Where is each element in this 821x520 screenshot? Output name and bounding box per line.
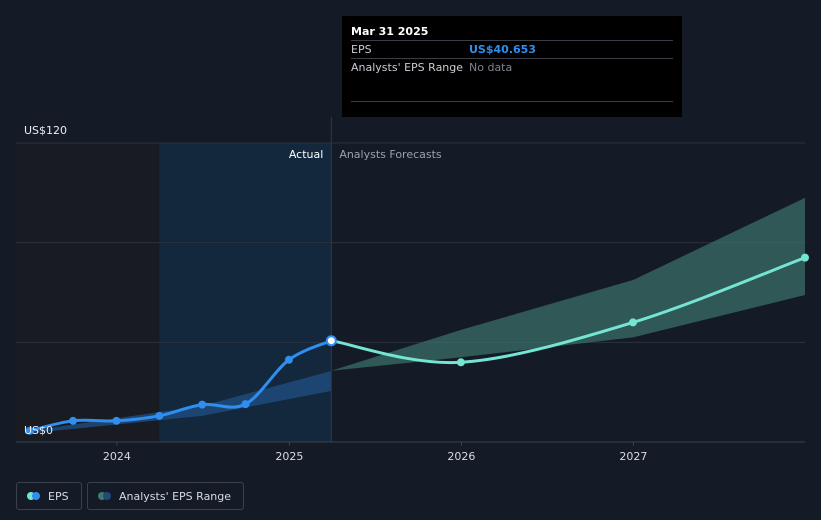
eps-forecast-point[interactable]	[456, 358, 465, 367]
tooltip-divider	[351, 101, 673, 102]
eps-actual-point[interactable]	[198, 400, 207, 409]
eps-actual-point[interactable]	[112, 416, 121, 425]
eps-actual-point[interactable]	[69, 416, 78, 425]
tooltip-range-value: No data	[469, 61, 513, 74]
tooltip-range-label: Analysts' EPS Range	[351, 61, 464, 74]
eps-forecast-point[interactable]	[801, 253, 809, 262]
eps-actual-point[interactable]	[284, 355, 293, 364]
tooltip-eps-label: EPS	[351, 43, 372, 56]
tooltip-eps-row: EPS US$40.653	[351, 40, 673, 58]
legend-range-button[interactable]: Analysts' EPS Range	[87, 482, 245, 510]
x-tick-label: 2026	[447, 450, 475, 463]
x-tick-label: 2027	[619, 450, 647, 463]
y-tick-label: US$0	[24, 424, 53, 437]
y-axis-labels: US$120 US$0	[24, 124, 67, 437]
forecast-eps-range-band	[331, 197, 805, 371]
actual-eps-range-band	[29, 370, 332, 434]
eps-current-point[interactable]	[325, 335, 337, 347]
legend-eps-label: EPS	[48, 489, 69, 503]
eps-forecast-line	[329, 256, 807, 365]
past-region-shade	[16, 143, 160, 442]
eps-actual-point[interactable]	[25, 426, 34, 435]
x-tick-label: 2025	[275, 450, 303, 463]
eps-actual-line	[28, 339, 333, 433]
tooltip-eps-value: US$40.653	[469, 43, 536, 56]
legend-range-label: Analysts' EPS Range	[119, 489, 232, 503]
eps-legend-icon	[27, 492, 40, 500]
eps-points	[25, 253, 809, 435]
x-tick-label: 2024	[103, 450, 131, 463]
eps-actual-point[interactable]	[241, 400, 250, 409]
range-legend-icon	[98, 492, 111, 500]
y-tick-label: US$120	[24, 124, 67, 137]
legend-eps-button[interactable]: EPS	[16, 482, 82, 510]
actual-region-label: Actual	[289, 148, 323, 161]
tooltip-date: Mar 31 2025	[351, 25, 429, 38]
x-axis-labels: 2024 2025 2026 2027	[103, 442, 647, 463]
eps-forecast-point[interactable]	[628, 318, 637, 327]
forecast-region-label: Analysts Forecasts	[339, 148, 442, 161]
tooltip-range-row: Analysts' EPS Range No data	[351, 58, 673, 76]
eps-actual-point[interactable]	[155, 411, 164, 420]
hover-tooltip: Mar 31 2025 EPS US$40.653 Analysts' EPS …	[342, 16, 682, 117]
